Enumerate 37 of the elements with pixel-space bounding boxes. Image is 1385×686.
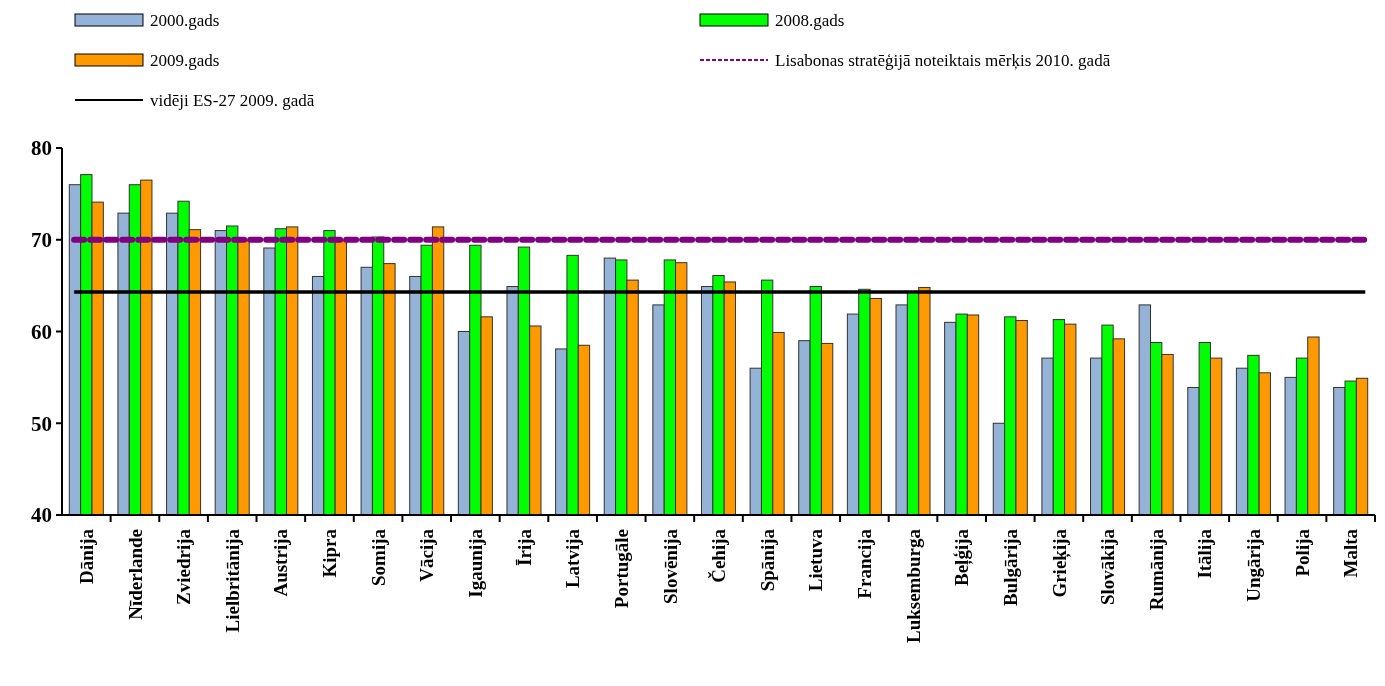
legend-label: 2009.gads <box>150 51 220 70</box>
x-tick-label: Zviedrija <box>173 528 195 605</box>
y-tick-label: 50 <box>31 411 52 436</box>
x-tick-label: Portugāle <box>610 529 632 609</box>
x-tick-label: Grieķija <box>1048 528 1071 598</box>
x-tick-label: Malta <box>1340 528 1362 578</box>
x-tick-label: Lielbritānija <box>221 528 243 633</box>
x-tick-label: Polija <box>1291 528 1313 577</box>
legend-label: Lisabonas stratēģijā noteiktais mērķis 2010. gadā <box>775 51 1111 70</box>
x-tick-label: Beļģija <box>951 528 974 586</box>
x-tick-label: Čehija <box>708 528 730 583</box>
x-tick-label: Kipra <box>319 528 341 578</box>
x-tick-label: Īrija <box>513 528 535 566</box>
x-tick-label: Igaunija <box>465 528 486 598</box>
y-tick-label: 40 <box>31 503 52 528</box>
x-tick-label: Lietuva <box>805 528 827 592</box>
x-tick-label: Slovākija <box>1097 528 1119 606</box>
x-tick-label: Latvija <box>562 528 584 589</box>
x-tick-label: Austrija <box>270 528 292 597</box>
legend-label: 2000.gads <box>150 11 220 30</box>
x-tick-label: Spānija <box>756 528 778 592</box>
x-tick-label: Ungārija <box>1243 528 1265 602</box>
x-tick-label: Nīderlande <box>124 529 146 620</box>
x-tick-label: Luksemburga <box>902 528 924 644</box>
x-tick-label: Rumānija <box>1145 528 1167 611</box>
legend-label: 2008.gads <box>775 11 845 30</box>
x-tick-label: Vācija <box>416 528 438 582</box>
x-tick-label: Slovēnija <box>659 528 681 604</box>
y-tick-label: 60 <box>31 319 52 344</box>
x-tick-label: Bulgārija <box>999 528 1021 607</box>
x-tick-label: Itālija <box>1194 528 1216 579</box>
x-tick-label: Dānija <box>75 528 97 584</box>
x-tick-label: Francija <box>854 528 876 599</box>
x-tick-label: Somija <box>367 528 389 586</box>
y-tick-label: 70 <box>31 228 52 253</box>
legend-label: vidēji ES-27 2009. gadā <box>150 91 315 110</box>
y-tick-label: 80 <box>31 136 52 161</box>
